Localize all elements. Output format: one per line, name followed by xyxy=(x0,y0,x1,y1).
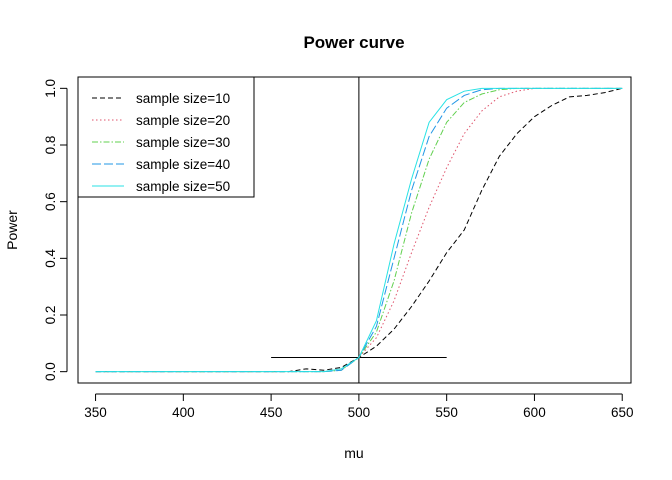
y-tick-label: 0.0 xyxy=(43,362,58,381)
y-tick-label: 0.8 xyxy=(43,136,58,155)
plot-area: 350 400 450 500 550 600 650 0.0 0.2 0.4 0.6 0.8 1.0 s… xyxy=(43,76,634,420)
y-axis-label: Power xyxy=(4,210,20,250)
x-tick-label: 550 xyxy=(435,405,458,420)
legend-label-3: sample size=30 xyxy=(136,135,230,150)
plot-frame xyxy=(77,76,632,384)
y-tick-label: 0.6 xyxy=(43,192,58,211)
legend-label-5: sample size=50 xyxy=(136,179,230,194)
y-tick-label: 1.0 xyxy=(43,79,58,98)
legend-label-2: sample size=20 xyxy=(136,113,230,128)
x-tick-label: 400 xyxy=(172,405,195,420)
y-tick-label: 0.4 xyxy=(43,248,58,267)
x-axis-label: mu xyxy=(344,445,363,461)
x-tick-label: 500 xyxy=(348,405,371,420)
x-tick-label: 350 xyxy=(84,405,107,420)
legend-label-1: sample size=10 xyxy=(136,91,230,106)
series-line-5 xyxy=(95,87,623,373)
x-tick-label: 600 xyxy=(523,405,546,420)
y-tick-label: 0.2 xyxy=(43,306,58,325)
legend-box xyxy=(77,76,255,198)
x-tick-label: 650 xyxy=(611,405,634,420)
x-tick-label: 450 xyxy=(260,405,283,420)
legend-label-4: sample size=40 xyxy=(136,157,230,172)
chart-title: Power curve xyxy=(303,33,404,52)
